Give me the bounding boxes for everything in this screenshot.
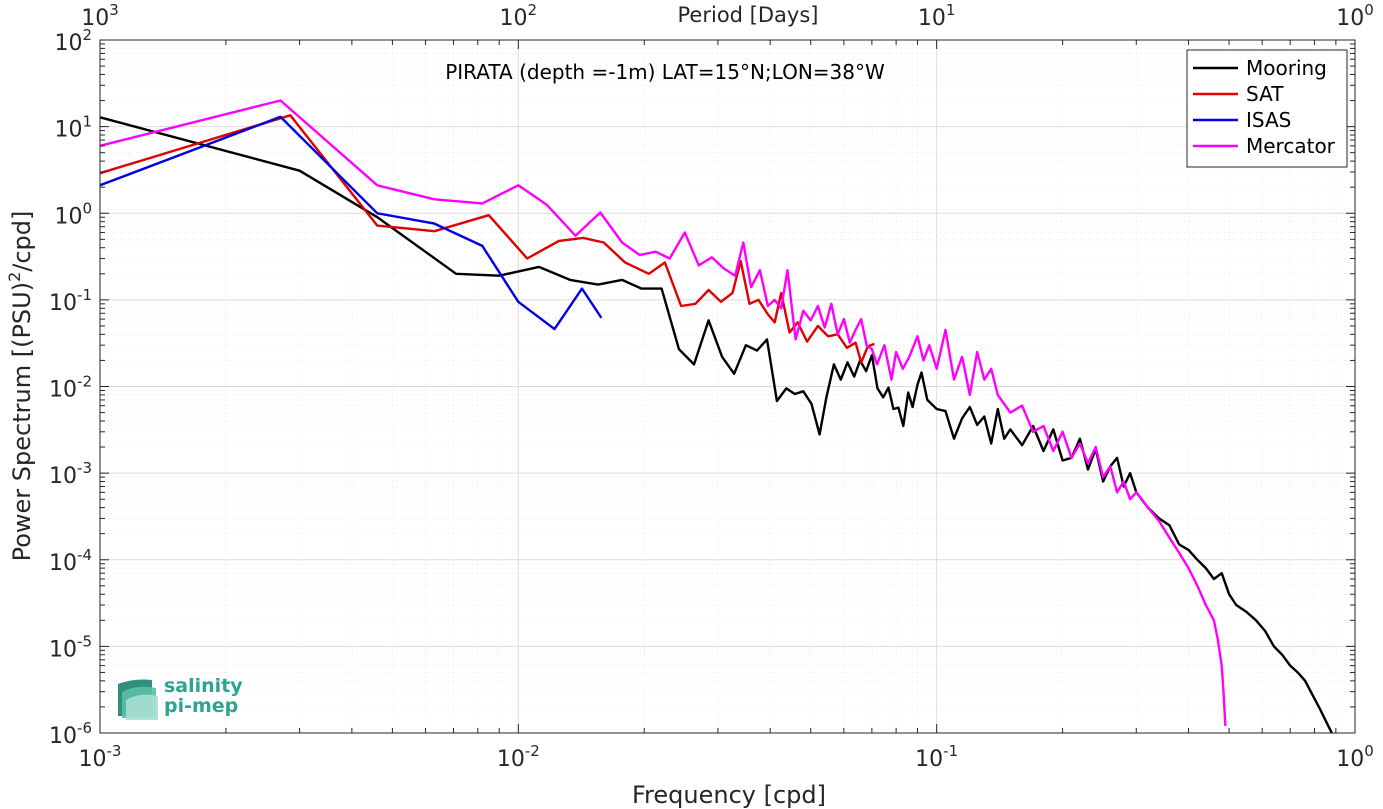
series-line-isas — [99, 115, 603, 331]
y-axis-title-suffix: /cpd] — [8, 211, 36, 272]
top-axis-title: Period [Days] — [678, 3, 819, 27]
y-tick-label: 10-6 — [49, 719, 92, 749]
x-tick-label: 100 — [1336, 742, 1374, 772]
series-line-sat — [99, 114, 875, 364]
salinity-pi-mep-logo: salinity pi-mep — [118, 675, 243, 720]
y-tick-label: 102 — [54, 26, 92, 56]
axis-ticks — [99, 39, 1356, 734]
logo-wave-front — [126, 694, 158, 720]
y-tick-label: 100 — [54, 199, 92, 229]
x-axis-title: Frequency [cpd] — [632, 781, 826, 809]
y-axis-title-main: Power Spectrum [(PSU) — [8, 282, 36, 561]
legend-box — [1186, 49, 1348, 168]
series-line-mercator — [99, 99, 1227, 727]
y-axis-title-exponent: 2 — [5, 272, 24, 282]
top-tick-label: 102 — [500, 1, 538, 31]
legend-label-mercator: Mercator — [1246, 134, 1336, 158]
x-tick-label: 10-1 — [915, 742, 958, 772]
logo-text-pi-mep: pi-mep — [164, 695, 238, 717]
top-tick-label: 101 — [918, 1, 956, 31]
y-tick-label: 10-2 — [49, 373, 92, 403]
legend-label-isas: ISAS — [1246, 108, 1291, 132]
x-tick-label: 10-2 — [497, 742, 540, 772]
legend-label-sat: SAT — [1246, 82, 1284, 106]
y-tick-label: 10-4 — [49, 546, 92, 576]
chart-title: PIRATA (depth =-1m) LAT=15°N;LON=38°W — [445, 60, 885, 84]
y-tick-label: 10-3 — [49, 459, 92, 489]
top-tick-label: 103 — [81, 1, 119, 31]
y-axis-title: Power Spectrum [(PSU)2/cpd] — [5, 211, 36, 562]
y-tick-label: 10-1 — [49, 286, 92, 316]
legend-label-mooring: Mooring — [1246, 56, 1327, 80]
series-layer — [99, 99, 1333, 734]
series-line-mooring — [99, 116, 1333, 734]
y-tick-label: 10-5 — [49, 632, 92, 662]
y-tick-label: 101 — [54, 113, 92, 143]
top-tick-label: 100 — [1336, 1, 1374, 31]
logo-text-salinity: salinity — [164, 675, 243, 697]
x-tick-label: 10-3 — [79, 742, 122, 772]
